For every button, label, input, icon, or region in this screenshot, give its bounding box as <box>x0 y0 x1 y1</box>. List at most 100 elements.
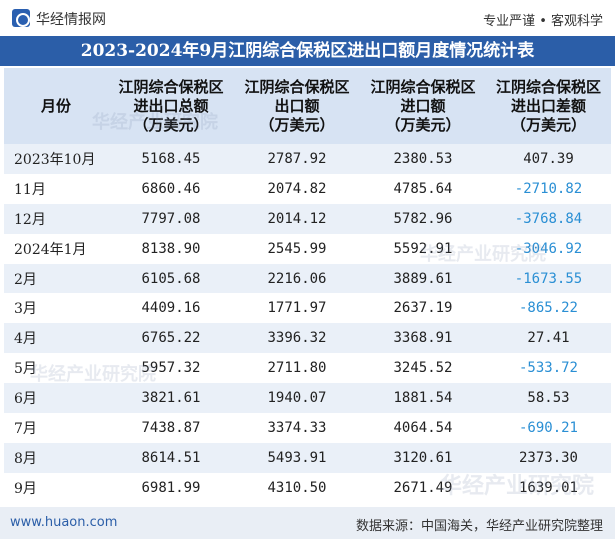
column-header-export-line1: 江阴综合保税区 <box>244 77 350 96</box>
cell-total: 7438.87 <box>108 413 234 443</box>
cell-total: 5957.32 <box>108 353 234 384</box>
column-header-import-line3: （万美元） <box>385 115 461 134</box>
footer-url-link[interactable]: www.huaon.com <box>10 515 118 530</box>
cell-total: 6105.68 <box>108 263 234 294</box>
column-header-month-label: 月份 <box>40 96 71 115</box>
cell-balance: -690.21 <box>486 413 611 443</box>
table-row: 2月 6105.68 2216.06 3889.61 -1673.55 <box>4 263 611 294</box>
cell-balance: 1639.01 <box>486 472 611 503</box>
cell-month: 11月 <box>4 173 108 204</box>
cell-total: 7797.08 <box>108 203 234 234</box>
cell-month: 5月 <box>4 353 108 384</box>
column-header-import: 江阴综合保税区 进口额 （万美元） <box>360 68 486 144</box>
column-header-export-line2: 出口额 <box>274 96 320 115</box>
column-header-total-line1: 江阴综合保税区 <box>118 77 224 96</box>
cell-month: 4月 <box>4 323 108 354</box>
cell-import: 4064.54 <box>360 413 486 443</box>
cell-total: 6765.22 <box>108 323 234 354</box>
cell-export: 2545.99 <box>234 233 360 264</box>
cell-total: 3821.61 <box>108 383 234 414</box>
cell-export: 3396.32 <box>234 323 360 354</box>
column-header-balance-line3: （万美元） <box>510 115 586 134</box>
cell-import: 5592.91 <box>360 233 486 264</box>
slogan: 专业严谨 • 客观科学 <box>483 14 603 29</box>
cell-month: 2023年10月 <box>4 144 108 174</box>
table-row: 6月 3821.61 1940.07 1881.54 58.53 <box>4 383 611 414</box>
cell-import: 3245.52 <box>360 353 486 384</box>
cell-export: 2014.12 <box>234 203 360 234</box>
logo-icon <box>12 9 30 27</box>
cell-import: 3120.61 <box>360 442 486 473</box>
cell-export: 3374.33 <box>234 413 360 443</box>
cell-import: 1881.54 <box>360 383 486 414</box>
cell-total: 6860.46 <box>108 173 234 204</box>
column-header-balance-line1: 江阴综合保税区 <box>495 77 601 96</box>
cell-balance: -1673.55 <box>486 263 611 294</box>
cell-export: 5493.91 <box>234 442 360 473</box>
cell-month: 12月 <box>4 203 108 234</box>
table-row: 2023年10月 5168.45 2787.92 2380.53 407.39 <box>4 144 611 174</box>
table-row: 11月 6860.46 2074.82 4785.64 -2710.82 <box>4 173 611 204</box>
cell-import: 4785.64 <box>360 173 486 204</box>
cell-month: 9月 <box>4 472 108 503</box>
table-row: 2024年1月 8138.90 2545.99 5592.91 -3046.92 <box>4 233 611 264</box>
cell-month: 3月 <box>4 293 108 324</box>
cell-import: 3889.61 <box>360 263 486 294</box>
cell-balance: -865.22 <box>486 293 611 324</box>
cell-total: 6981.99 <box>108 472 234 503</box>
cell-total: 4409.16 <box>108 293 234 324</box>
cell-month: 7月 <box>4 413 108 443</box>
cell-balance: 58.53 <box>486 383 611 414</box>
cell-balance: -2710.82 <box>486 173 611 204</box>
cell-balance: 2373.30 <box>486 442 611 473</box>
cell-month: 8月 <box>4 442 108 473</box>
cell-export: 1940.07 <box>234 383 360 414</box>
cell-balance: -3768.84 <box>486 203 611 234</box>
column-header-import-line2: 进口额 <box>400 96 446 115</box>
column-header-balance-line2: 进出口差额 <box>510 96 586 115</box>
cell-export: 2787.92 <box>234 144 360 174</box>
cell-export: 2216.06 <box>234 263 360 294</box>
table-row: 12月 7797.08 2014.12 5782.96 -3768.84 <box>4 203 611 234</box>
column-header-total-line3: （万美元） <box>133 115 209 134</box>
table-row: 5月 5957.32 2711.80 3245.52 -533.72 <box>4 353 611 384</box>
cell-import: 2380.53 <box>360 144 486 174</box>
table-row: 3月 4409.16 1771.97 2637.19 -865.22 <box>4 293 611 324</box>
column-header-total-line2: 进出口总额 <box>133 96 209 115</box>
site-name: 华经情报网 <box>36 12 106 28</box>
column-header-export-line3: （万美元） <box>259 115 335 134</box>
table-header: 月份 江阴综合保税区 进出口总额 （万美元） 江阴综合保税区 出口额 （万美元）… <box>4 68 611 144</box>
cell-total: 5168.45 <box>108 144 234 174</box>
page-title: 2023-2024年9月江阴综合保税区进出口额月度情况统计表 <box>80 41 535 61</box>
cell-import: 3368.91 <box>360 323 486 354</box>
cell-balance: 407.39 <box>486 144 611 174</box>
cell-import: 2671.49 <box>360 472 486 503</box>
cell-export: 4310.50 <box>234 472 360 503</box>
table-row: 4月 6765.22 3396.32 3368.91 27.41 <box>4 323 611 354</box>
cell-export: 2074.82 <box>234 173 360 204</box>
cell-import: 2637.19 <box>360 293 486 324</box>
cell-total: 8614.51 <box>108 442 234 473</box>
cell-export: 1771.97 <box>234 293 360 324</box>
column-header-balance: 江阴综合保税区 进出口差额 （万美元） <box>486 68 611 144</box>
cell-import: 5782.96 <box>360 203 486 234</box>
column-header-import-line1: 江阴综合保税区 <box>370 77 476 96</box>
cell-month: 2月 <box>4 263 108 294</box>
cell-balance: 27.41 <box>486 323 611 354</box>
title-bar: 2023-2024年9月江阴综合保税区进出口额月度情况统计表 <box>0 36 615 66</box>
cell-month: 6月 <box>4 383 108 414</box>
header-row: 月份 江阴综合保税区 进出口总额 （万美元） 江阴综合保税区 出口额 （万美元）… <box>4 68 611 144</box>
cell-total: 8138.90 <box>108 233 234 264</box>
table-row: 7月 7438.87 3374.33 4064.54 -690.21 <box>4 413 611 443</box>
footer-source: 数据来源：中国海关，华经产业研究院整理 <box>355 519 603 534</box>
cell-balance: -533.72 <box>486 353 611 384</box>
table-row: 8月 8614.51 5493.91 3120.61 2373.30 <box>4 442 611 473</box>
data-table: 月份 江阴综合保税区 进出口总额 （万美元） 江阴综合保税区 出口额 （万美元）… <box>4 68 611 503</box>
footer: www.huaon.com 数据来源：中国海关，华经产业研究院整理 <box>0 507 615 539</box>
column-header-export: 江阴综合保税区 出口额 （万美元） <box>234 68 360 144</box>
table-row: 9月 6981.99 4310.50 2671.49 1639.01 <box>4 472 611 503</box>
column-header-total: 江阴综合保税区 进出口总额 （万美元） <box>108 68 234 144</box>
column-header-month: 月份 <box>4 68 108 144</box>
table-body: 2023年10月 5168.45 2787.92 2380.53 407.39 11月 68… <box>4 144 611 503</box>
cell-balance: -3046.92 <box>486 233 611 264</box>
